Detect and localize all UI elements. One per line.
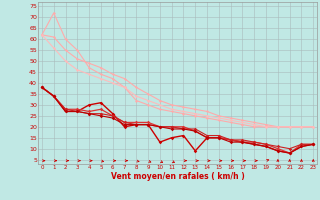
X-axis label: Vent moyen/en rafales ( km/h ): Vent moyen/en rafales ( km/h ) bbox=[111, 172, 244, 181]
